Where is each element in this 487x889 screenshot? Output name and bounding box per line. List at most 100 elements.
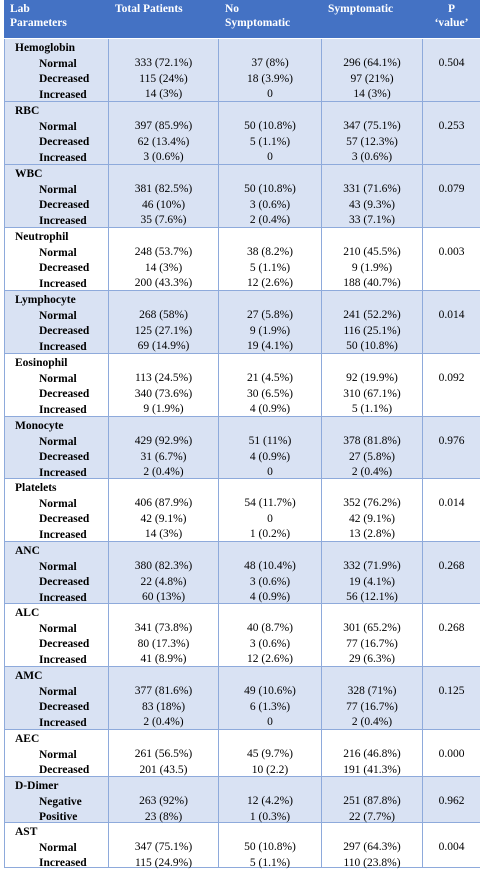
total-value: 80 (17.3%): [137, 637, 190, 650]
p-value-cell: 0.004: [423, 823, 480, 867]
no-symptomatic-value: 2 (0.4%): [249, 214, 291, 226]
parameter-cell: ANC Normal Decreased Increased: [4, 542, 109, 604]
symptomatic-value: 56 (12.1%): [346, 591, 398, 603]
total-value: 340 (73.6%): [134, 387, 193, 400]
row-label: Normal: [39, 372, 77, 385]
table-group: Eosinophil Normal Decreased Increased 113 (2…: [4, 354, 480, 417]
row-label: Decreased: [39, 576, 90, 588]
p-value: 0.000: [438, 748, 465, 760]
no-symptomatic-cell: 50 (10.8%) 5 (1.1%): [219, 823, 322, 869]
symptomatic-value: 216 (46.8%): [343, 748, 401, 760]
p-value: 0.268: [438, 622, 465, 634]
total-value: 2 (0.4%): [143, 716, 184, 728]
p-value-cell: 0.504: [423, 39, 480, 101]
table-group: Neutrophil Normal Decreased Increased 248 (5…: [4, 228, 480, 291]
total-value: 347 (75.1%): [134, 841, 193, 853]
parameter-name: ANC: [15, 545, 40, 557]
p-value: 0.092: [438, 372, 465, 384]
symptomatic-cell: 296 (64.1%) 97 (21%) 14 (3%): [322, 39, 423, 101]
no-symptomatic-cell: 21 (4.5%) 30 (6.5%) 4 (0.9%): [219, 354, 322, 416]
row-label: Normal: [39, 748, 77, 761]
parameter-name: Eosinophil: [15, 357, 68, 369]
total-patients-cell: 263 (92%) 23 (8%): [109, 777, 219, 823]
row-label: Normal: [39, 497, 77, 510]
no-symptomatic-value: 18 (3.9%): [247, 72, 293, 85]
no-symptomatic-value: 27 (5.8%): [247, 309, 293, 321]
parameter-name: Platelets: [15, 482, 57, 494]
symptomatic-value: 378 (81.8%): [343, 435, 401, 447]
p-value-cell: 0.014: [423, 291, 480, 353]
symptomatic-value: 241 (52.2%): [343, 309, 401, 321]
parameter-cell: ALC Normal Decreased Increased: [4, 604, 109, 666]
parameter-cell: Platelets Normal Decreased Increased: [4, 479, 109, 541]
total-value: 263 (92%): [139, 795, 188, 807]
row-label: Decreased: [39, 764, 90, 776]
p-value: 0.253: [438, 120, 465, 132]
no-symptomatic-cell: 45 (9.7%) 10 (2.2): [219, 730, 322, 776]
no-symptomatic-value: 45 (9.7%): [247, 748, 293, 760]
symptomatic-value: 97 (21%): [350, 72, 394, 85]
total-value: 200 (43.3%): [134, 277, 193, 289]
total-value: 69 (14.9%): [137, 340, 190, 352]
symptomatic-cell: 347 (75.1%) 57 (12.3%) 3 (0.6%): [322, 102, 423, 164]
total-value: 397 (85.9%): [134, 120, 193, 132]
p-value: 0.004: [438, 841, 465, 853]
symptomatic-value: 251 (87.8%): [343, 795, 401, 807]
symptomatic-value: 210 (45.5%): [343, 246, 401, 258]
header-no-symptomatic: No Symptomatic: [225, 3, 291, 29]
table-group: ALC Normal Decreased Increased 341 (73.8%) 80…: [4, 604, 480, 667]
row-label: Decreased: [39, 638, 90, 650]
symptomatic-value: 331 (71.6%): [343, 183, 401, 195]
symptomatic-value: 3 (0.6%): [351, 151, 393, 163]
no-symptomatic-value: 48 (10.4%): [244, 560, 296, 572]
row-label: Increased: [39, 340, 87, 353]
no-symptomatic-value: 0: [267, 716, 273, 728]
total-patients-cell: 380 (82.3%) 22 (4.8%) 60 (13%): [109, 542, 219, 603]
table-group: RBC Normal Decreased Increased 397 (85.9%) 62…: [4, 102, 480, 165]
total-value: 22 (4.8%): [140, 575, 187, 588]
symptomatic-cell: 92 (19.9%) 310 (67.1%) 5 (1.1%): [322, 354, 423, 416]
parameter-name: Hemoglobin: [15, 42, 76, 54]
row-label: Negative: [39, 795, 82, 808]
symptomatic-cell: 352 (76.2%) 42 (9.1%) 13 (2.8%): [322, 479, 423, 541]
no-symptomatic-cell: 38 (8.2%) 5 (1.1%) 12 (2.6%): [219, 228, 322, 290]
no-symptomatic-value: 30 (6.5%): [247, 387, 293, 400]
no-symptomatic-value: 0: [267, 512, 273, 525]
total-value: 9 (1.9%): [143, 403, 184, 415]
total-value: 115 (24.9%): [134, 856, 193, 869]
total-value: 60 (13%): [141, 591, 186, 603]
total-value: 23 (8%): [144, 810, 183, 823]
row-label: Increased: [39, 214, 87, 227]
parameter-cell: AMC Normal Decreased Increased: [4, 667, 109, 729]
row-label: Decreased: [39, 73, 90, 85]
table-group: AMC Normal Decreased Increased 377 (81.6%) 83…: [4, 667, 480, 730]
no-symptomatic-value: 12 (2.6%): [247, 653, 293, 665]
no-symptomatic-value: 4 (0.9%): [249, 403, 291, 415]
total-patients-cell: 381 (82.5%) 46 (10%) 35 (7.6%): [109, 165, 219, 227]
total-value: 83 (18%): [141, 700, 186, 713]
row-label: Normal: [39, 841, 77, 854]
symptomatic-value: 22 (7.7%): [349, 810, 395, 823]
row-label: Decreased: [39, 513, 90, 525]
total-value: 14 (3%): [144, 261, 183, 274]
row-label: Decreased: [39, 199, 90, 211]
symptomatic-cell: 328 (71%) 77 (16.7%) 2 (0.4%): [322, 667, 423, 729]
parameter-cell: Monocyte Normal Decreased Increased: [4, 417, 109, 479]
no-symptomatic-value: 5 (1.1%): [249, 856, 291, 869]
row-label: Increased: [39, 857, 87, 869]
symptomatic-value: 57 (12.3%): [346, 135, 398, 148]
parameter-name: Monocyte: [15, 420, 64, 432]
total-value: 3 (0.6%): [143, 151, 184, 163]
no-symptomatic-value: 50 (10.8%): [244, 841, 296, 853]
row-label: Increased: [39, 653, 87, 666]
parameter-cell: Neutrophil Normal Decreased Increased: [4, 228, 109, 290]
no-symptomatic-cell: 48 (10.4%) 3 (0.6%) 4 (0.9%): [219, 542, 322, 603]
table-group: Lymphocyte Normal Decreased Increased 268 (5…: [4, 291, 480, 354]
table-group: ANC Normal Decreased Increased 380 (82.3%) 22…: [4, 542, 480, 604]
total-value: 125 (27.1%): [134, 324, 193, 337]
symptomatic-value: 13 (2.8%): [349, 528, 395, 540]
parameter-cell: RBC Normal Decreased Increased: [4, 102, 109, 164]
total-value: 31 (6.7%): [140, 450, 187, 463]
no-symptomatic-cell: 40 (8.7%) 3 (0.6%) 12 (2.6%): [219, 604, 322, 666]
no-symptomatic-value: 38 (8.2%): [247, 246, 293, 258]
